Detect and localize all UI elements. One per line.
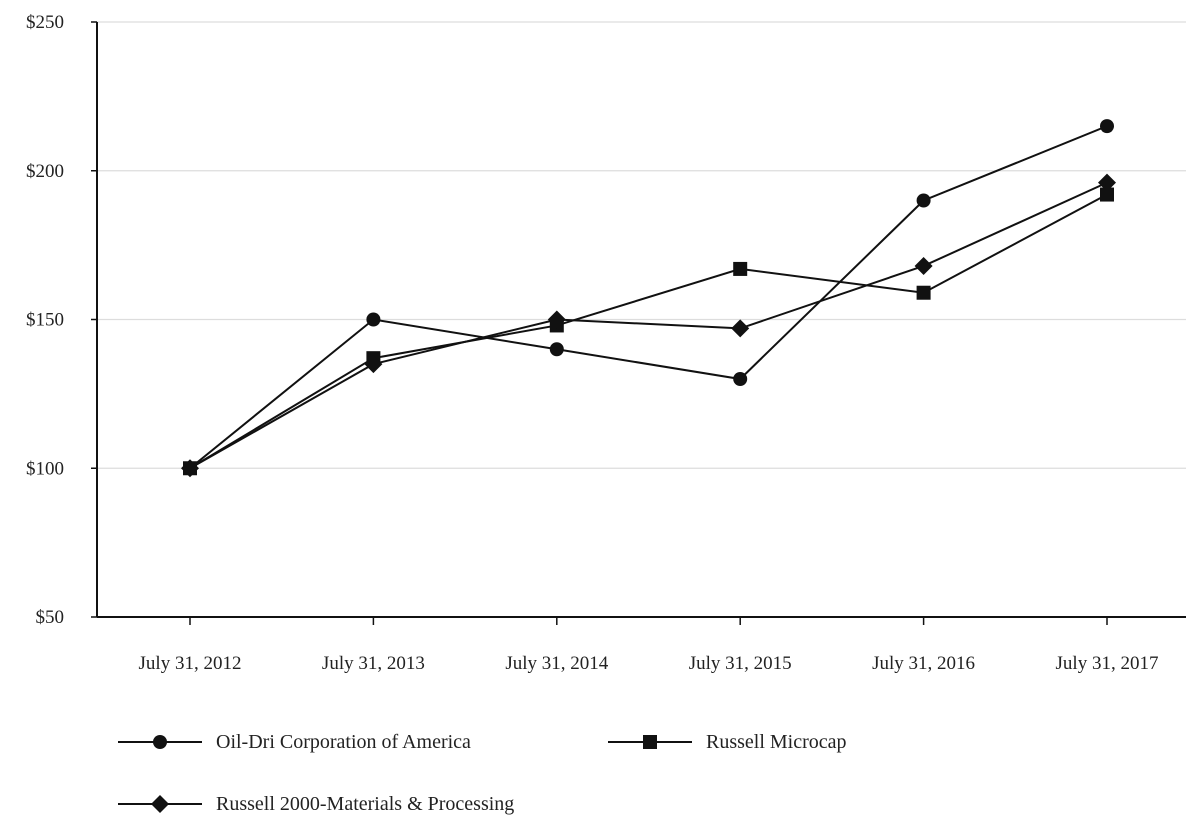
x-tick-label: July 31, 2016 <box>872 653 975 674</box>
data-point-square <box>733 261 748 276</box>
x-tick-label: July 31, 2014 <box>505 653 608 674</box>
line-chart: $50$100$150$200$250 July 31, 2012 July 31… <box>26 12 1186 674</box>
data-point-diamond <box>547 310 566 329</box>
legend-item-series-1: Russell Microcap <box>608 728 847 756</box>
legend-item-series-0: Oil-Dri Corporation of America <box>118 728 471 756</box>
legend-marker-circle-icon <box>118 735 202 749</box>
legend-label-series-0: Oil-Dri Corporation of America <box>216 730 471 753</box>
data-point-diamond <box>181 459 199 478</box>
x-axis-ticks: July 31, 2012 July 31, 2013 July 31, 2014 J… <box>139 617 1159 674</box>
y-tick-label: $50 <box>36 607 65 628</box>
x-tick-label: July 31, 2015 <box>689 653 792 674</box>
legend-label-series-1: Russell Microcap <box>706 730 847 753</box>
y-tick-label: $100 <box>26 458 64 479</box>
legend-marker-diamond-icon <box>118 795 202 813</box>
data-point-circle <box>1100 119 1114 134</box>
data-point-diamond <box>1098 173 1116 192</box>
y-tick-label: $150 <box>26 310 64 331</box>
data-point-diamond <box>914 256 933 275</box>
series-2 <box>181 173 1116 478</box>
data-point-square <box>1100 187 1114 202</box>
data-point-square <box>916 285 931 300</box>
data-point-circle <box>916 193 931 208</box>
legend-marker-square-icon <box>608 735 692 749</box>
series-line <box>189 125 1108 470</box>
series-1 <box>183 187 1114 476</box>
legend-label-series-2: Russell 2000-Materials & Processing <box>216 792 515 815</box>
y-tick-label: $250 <box>26 12 64 33</box>
data-point-circle <box>733 372 748 386</box>
x-tick-label: July 31, 2013 <box>322 653 425 674</box>
y-tick-label: $200 <box>26 161 64 182</box>
series-layer <box>181 119 1116 478</box>
series-line <box>189 181 1108 470</box>
data-point-diamond <box>364 355 383 374</box>
x-tick-label: July 31, 2012 <box>139 653 242 674</box>
legend-item-series-2: Russell 2000-Materials & Processing <box>118 790 514 818</box>
data-point-diamond <box>731 319 750 338</box>
y-axis-ticks: $50 $100 $150 $200 $250 <box>26 12 97 628</box>
data-point-circle <box>549 342 564 357</box>
gridlines <box>97 21 1186 469</box>
legend: Oil-Dri Corporation of America Russell M… <box>118 722 1118 818</box>
data-point-circle <box>366 312 381 327</box>
series-line <box>189 193 1108 470</box>
x-tick-label: July 31, 2017 <box>1056 653 1159 674</box>
